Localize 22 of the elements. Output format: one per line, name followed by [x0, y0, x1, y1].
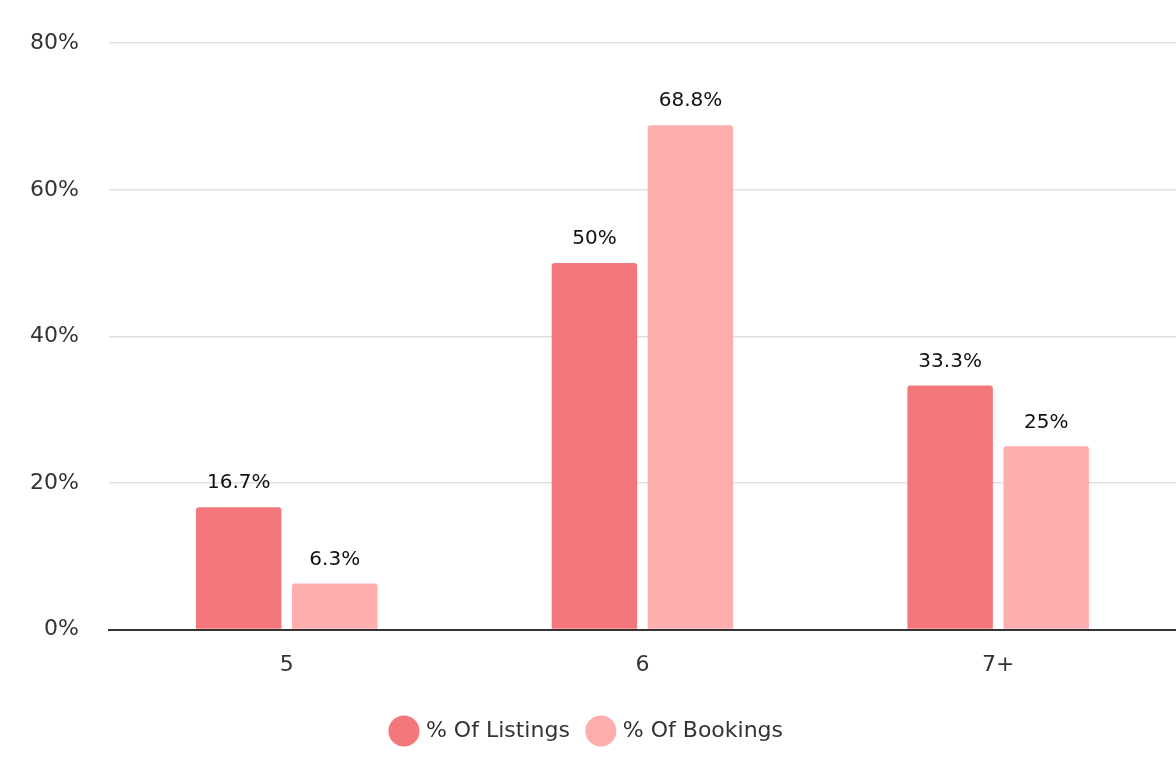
- x-tick-label: 6: [635, 650, 650, 676]
- y-tick-label: 0%: [43, 615, 79, 641]
- legend-label: % Of Listings: [425, 716, 570, 742]
- data-label: 68.8%: [658, 87, 723, 112]
- y-tick-label: 60%: [29, 175, 79, 201]
- bar: [1003, 446, 1089, 629]
- bar: [647, 125, 734, 629]
- y-tick-label: 40%: [29, 322, 79, 348]
- data-label: 6.3%: [309, 545, 361, 570]
- bar: [907, 385, 993, 629]
- data-label: 33.3%: [918, 347, 982, 372]
- legend-label: % Of Bookings: [622, 716, 784, 742]
- y-tick-label: 20%: [29, 468, 79, 494]
- bar: [292, 583, 378, 629]
- data-label: 16.7%: [206, 469, 271, 494]
- x-tick-label: 5: [279, 650, 294, 676]
- x-tick-label: 7+: [981, 650, 1015, 676]
- data-label: 25%: [1023, 408, 1069, 433]
- y-tick-label: 80%: [29, 28, 79, 54]
- data-label: 50%: [572, 225, 617, 250]
- bar: [195, 507, 282, 629]
- bar: [551, 263, 638, 629]
